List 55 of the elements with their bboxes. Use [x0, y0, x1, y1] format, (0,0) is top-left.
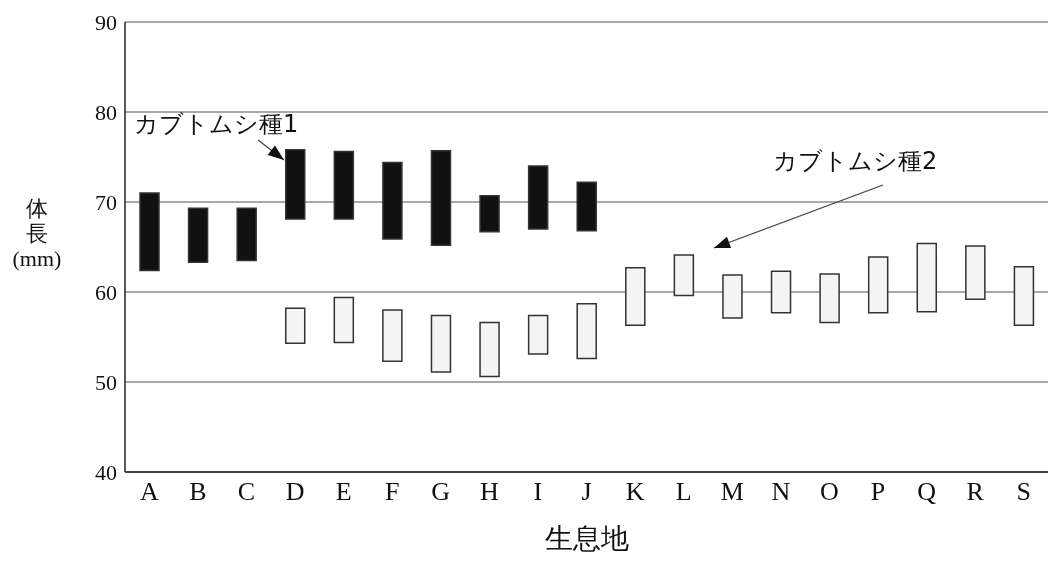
- x-tick-label: E: [335, 477, 352, 507]
- bar: [382, 161, 403, 240]
- bar: [382, 309, 403, 363]
- bar: [284, 149, 306, 220]
- bar: [479, 321, 500, 378]
- x-tick-label: O: [820, 477, 839, 507]
- bar: [576, 302, 597, 360]
- x-tick-label: I: [533, 477, 543, 507]
- bar: [527, 165, 549, 230]
- x-tick-label: P: [870, 477, 886, 507]
- bar: [867, 256, 889, 314]
- bar: [430, 149, 452, 246]
- bar: [236, 207, 257, 262]
- bar: [819, 273, 840, 324]
- x-tick-label: A: [139, 477, 159, 507]
- x-tick-label: H: [479, 477, 499, 507]
- text: カブトムシ種2: [773, 146, 938, 177]
- x-tick-label: G: [431, 477, 451, 507]
- bar: [965, 245, 986, 300]
- y-tick-label: 50: [95, 369, 117, 395]
- bar: [187, 207, 209, 264]
- bar: [673, 254, 695, 297]
- x-tick-label: L: [675, 477, 692, 507]
- x-tick-label: Q: [917, 477, 937, 507]
- x-tick-label: B: [189, 477, 207, 507]
- x-tick-label: N: [771, 477, 791, 507]
- y-tick-label: 40: [95, 459, 117, 485]
- bar: [1013, 266, 1035, 327]
- bar: [333, 296, 355, 344]
- x-axis-title: 生息地: [543, 522, 630, 556]
- bar: [430, 314, 452, 373]
- bar: [527, 314, 549, 355]
- x-tick-label: R: [966, 477, 985, 507]
- y-axis-title: 体長 (mm): [11, 196, 63, 271]
- bar: [479, 194, 500, 233]
- y-tick-label: 70: [95, 189, 117, 215]
- bar: [333, 150, 355, 220]
- bar: [770, 270, 792, 314]
- bar: [625, 266, 646, 327]
- y-tick-label: 90: [95, 9, 117, 35]
- bar: [916, 242, 938, 313]
- x-tick-label: K: [625, 477, 645, 507]
- x-tick-label: F: [384, 477, 400, 507]
- bar: [284, 307, 306, 345]
- bar: [722, 274, 743, 319]
- x-tick-label: S: [1016, 477, 1031, 507]
- bar: [139, 192, 160, 272]
- x-tick-label: M: [720, 477, 744, 507]
- y-tick-label: 80: [95, 99, 117, 125]
- x-tick-label: J: [581, 477, 592, 507]
- y-tick-label: 60: [95, 279, 117, 305]
- x-tick-label: C: [237, 477, 256, 507]
- bar: [576, 181, 597, 232]
- x-tick-label: D: [285, 477, 305, 507]
- series-label: カブトムシ種1: [134, 109, 299, 140]
